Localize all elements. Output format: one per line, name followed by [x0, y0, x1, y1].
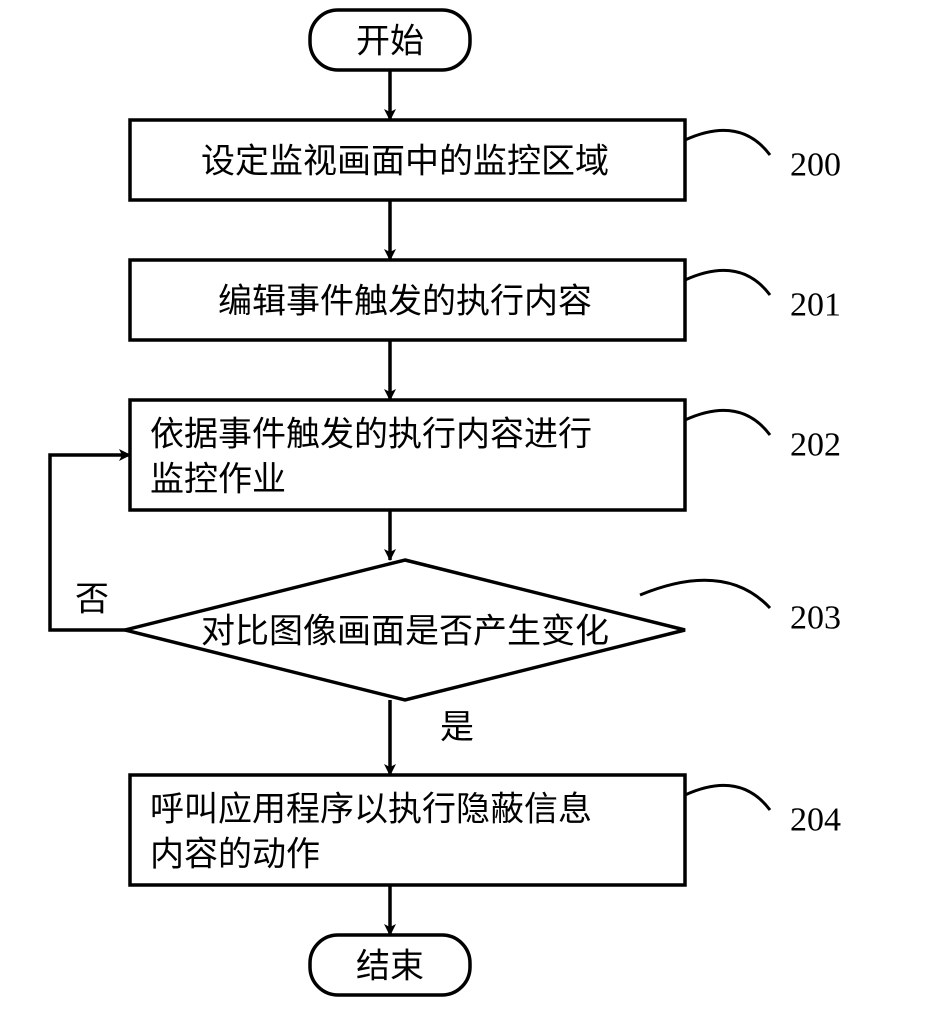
step-200-label: 设定监视画面中的监控区域: [201, 143, 609, 181]
step-202-label-line2: 监控作业: [150, 461, 286, 499]
step-204-label-line1: 呼叫应用程序以执行隐蔽信息: [150, 791, 592, 829]
decision-203-label: 对比图像画面是否产生变化: [201, 613, 609, 651]
ref-leader-204: [685, 785, 770, 810]
ref-label-202: 202: [790, 427, 841, 464]
ref-leader-201: [685, 270, 770, 295]
flowchart-canvas: 开始 设定监视画面中的监控区域 编辑事件触发的执行内容 依据事件触发的执行内容进…: [0, 0, 925, 1014]
end-label: 结束: [356, 948, 424, 986]
start-label: 开始: [356, 23, 424, 61]
ref-label-200: 200: [790, 147, 841, 184]
ref-label-203: 203: [790, 600, 841, 637]
ref-label-204: 204: [790, 802, 841, 839]
branch-no-label: 否: [75, 582, 109, 619]
step-201-label: 编辑事件触发的执行内容: [218, 283, 592, 321]
ref-leader-202: [685, 410, 770, 435]
step-204-label-line2: 内容的动作: [150, 836, 320, 874]
ref-leader-200: [685, 130, 770, 155]
step-202-label-line1: 依据事件触发的执行内容进行: [150, 416, 592, 454]
ref-leader-203: [640, 580, 770, 608]
branch-yes-label: 是: [440, 710, 474, 747]
ref-label-201: 201: [790, 287, 841, 324]
